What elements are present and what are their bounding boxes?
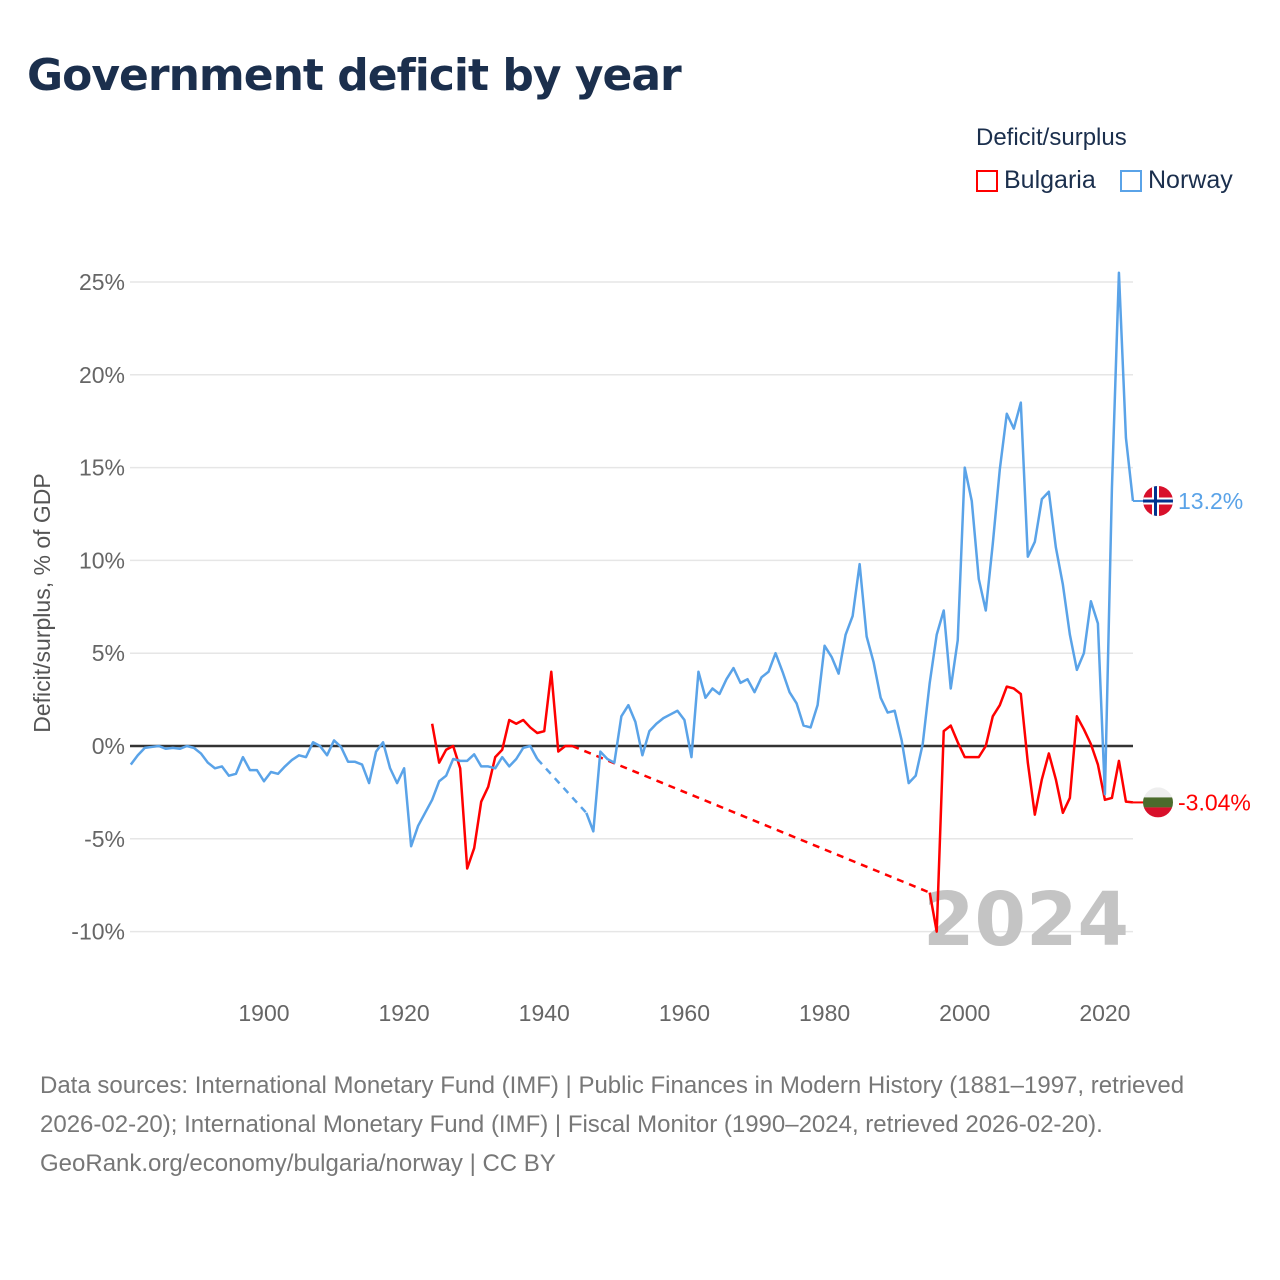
legend-label: Norway	[1148, 166, 1233, 194]
credit-link[interactable]: GeoRank.org/economy/bulgaria/norway | CC…	[40, 1150, 556, 1177]
x-tick-label: 2000	[939, 1000, 990, 1026]
bulgaria-gap-connector	[571, 744, 931, 894]
data-sources: Data sources: International Monetary Fun…	[40, 1072, 1185, 1138]
chart-title: Government deficit by year	[27, 50, 682, 101]
bulgaria-line-segment	[430, 670, 573, 870]
norway-line-segment	[585, 271, 1135, 833]
legend-item-norway[interactable]: Norway	[1120, 166, 1233, 195]
y-tick-label: 0%	[92, 733, 125, 759]
bulgaria-line-segment	[928, 685, 1134, 933]
y-tick-label: 15%	[79, 455, 125, 481]
flag-stripe	[1143, 797, 1173, 808]
bulgaria-end-label: -3.04%	[1178, 789, 1251, 815]
x-tick-label: 2020	[1079, 1000, 1130, 1026]
legend-label: Bulgaria	[1004, 166, 1096, 194]
y-tick-label: 20%	[79, 362, 125, 388]
y-tick-label: -10%	[71, 919, 125, 945]
norway-end-label: 13.2%	[1178, 488, 1243, 514]
legend-swatch-norway	[1120, 169, 1142, 192]
flag-body	[1143, 787, 1173, 818]
y-tick-label: -5%	[84, 826, 125, 852]
legend-swatch-bulgaria	[976, 169, 998, 192]
flag-stripe	[1143, 807, 1173, 818]
y-tick-label: 5%	[92, 640, 125, 666]
y-tick-label: 10%	[79, 547, 125, 573]
x-tick-label: 1920	[379, 1000, 430, 1026]
norway-flag-icon	[1143, 486, 1173, 517]
flag-body	[1143, 486, 1173, 517]
flag-stripe	[1143, 787, 1173, 798]
norway-line-segment	[129, 739, 539, 848]
x-tick-label: 1940	[519, 1000, 570, 1026]
x-tick-label: 1960	[659, 1000, 710, 1026]
bulgaria-flag-icon	[1143, 787, 1173, 818]
footer: Data sources: International Monetary Fun…	[40, 1066, 1240, 1183]
x-tick-label: 1900	[238, 1000, 289, 1026]
legend-title: Deficit/surplus	[976, 124, 1127, 151]
y-axis-label: Deficit/surplus, % of GDP	[29, 473, 55, 732]
legend-item-bulgaria[interactable]: Bulgaria	[976, 166, 1096, 195]
y-tick-label: 25%	[79, 269, 125, 295]
year-watermark: 2024	[923, 877, 1129, 963]
x-tick-label: 1980	[799, 1000, 850, 1026]
flag-cross	[1143, 499, 1173, 503]
norway-gap-connector	[536, 758, 588, 814]
